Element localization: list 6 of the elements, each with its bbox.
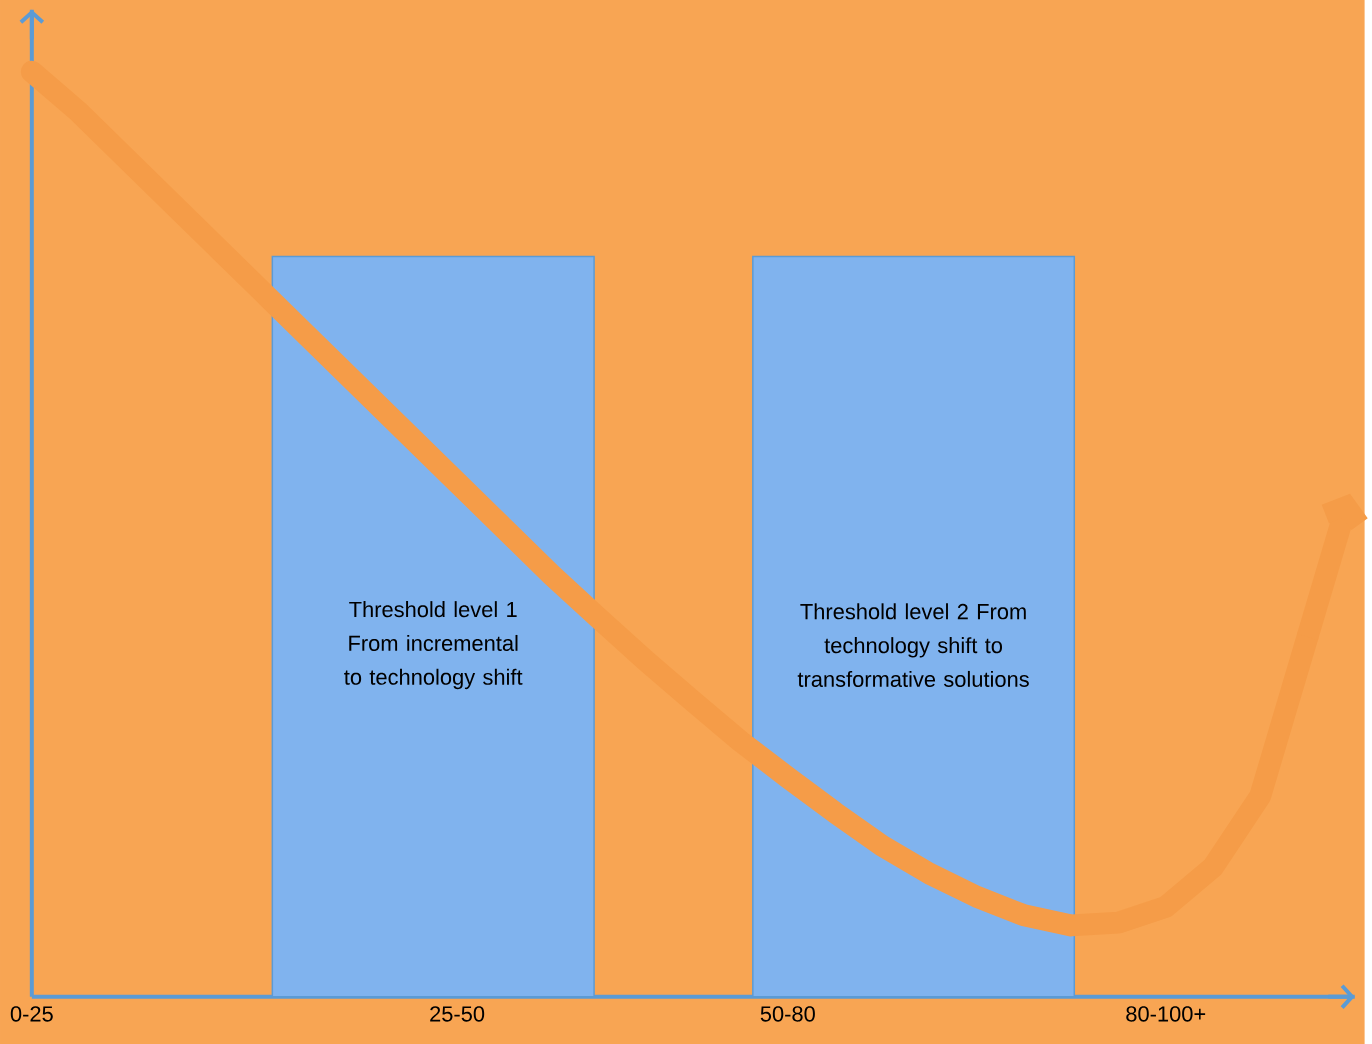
x-tick-label: 0-25 (10, 1005, 53, 1022)
x-tick-label: 25-50 (430, 1005, 485, 1022)
annotation: Threshold level 1 From incremental to technology shift (344, 600, 523, 689)
x-tick-label: 80-100+ (1126, 1005, 1206, 1022)
x-tick-label: 50-80 (760, 1005, 815, 1022)
annotation: Threshold level 2 From technology shift to transformative solutions (797, 603, 1029, 687)
